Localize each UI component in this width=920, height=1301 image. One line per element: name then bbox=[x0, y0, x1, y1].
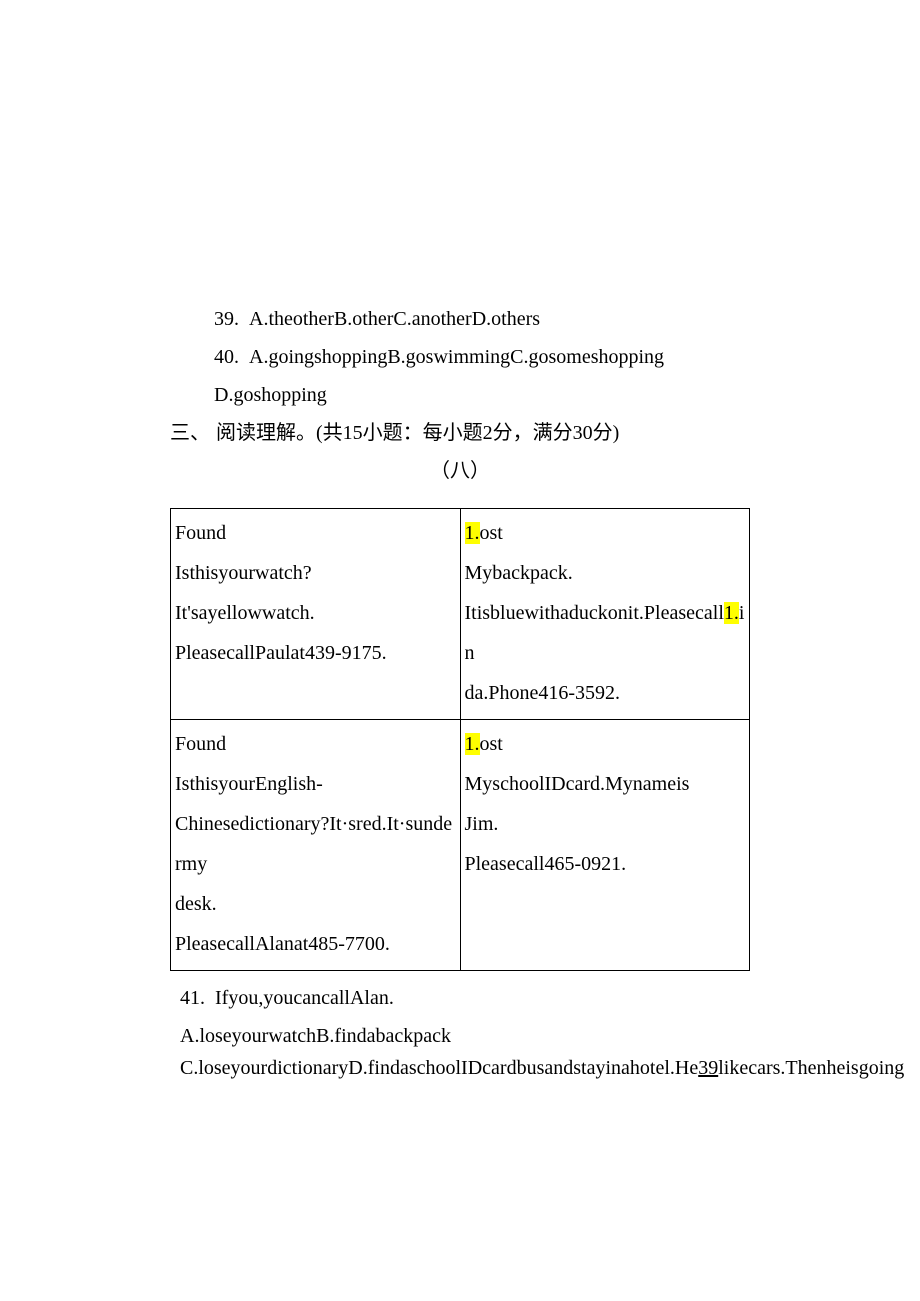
cell-found-dictionary: Found IsthisyourEnglish- Chinesedictiona… bbox=[171, 720, 461, 971]
cell-lost-backpack: 1.ost Mybackpack. Itisbluewithaduckonit.… bbox=[460, 509, 750, 720]
r2c1-l4: desk. bbox=[175, 884, 456, 924]
r2c2-l3: Jim. bbox=[465, 804, 746, 844]
q41-stem-line: 41. Ifyou,youcancallAlan. bbox=[170, 979, 750, 1017]
cell-found-watch: Found Isthisyourwatch? It'sayellowwatch.… bbox=[171, 509, 461, 720]
r1c2-l3: Itisbluewithaduckonit.Pleasecall1.in bbox=[465, 593, 746, 673]
r2c1-l1: Found bbox=[175, 724, 456, 764]
q40-options-line2: D.goshopping bbox=[214, 384, 327, 406]
highlight-2: 1. bbox=[724, 602, 739, 624]
q41-cd-b: likecars.Thenheisgoing bbox=[718, 1057, 904, 1079]
q41-stem: Ifyou,youcancallAlan. bbox=[215, 987, 394, 1009]
section-subtitle: （八） bbox=[170, 452, 750, 490]
r1c1-l3: It'sayellowwatch. bbox=[175, 593, 456, 633]
question-40-cont: D.goshopping bbox=[170, 376, 750, 414]
r1c1-l1: Found bbox=[175, 513, 456, 553]
r1c2-l4: da.Phone416-3592. bbox=[465, 673, 746, 713]
q41-options-cd: C.loseyourdictionaryD.findaschoolIDcardb… bbox=[170, 1055, 750, 1082]
r2c2-l2: MyschoolIDcard.Mynameis bbox=[465, 764, 746, 804]
r2c1-l5: PleasecallAlanat485-7700. bbox=[175, 924, 456, 964]
page: 39. A.theotherB.otherC.anotherD.others 4… bbox=[0, 0, 920, 1301]
q39-options: A.theotherB.otherC.anotherD.others bbox=[249, 308, 540, 330]
q40-options-line1: A.goingshoppingB.goswimmingC.gosomeshopp… bbox=[249, 346, 664, 368]
r2c2-l4: Pleasecall465-0921. bbox=[465, 844, 746, 884]
q41-cd-a: C.loseyourdictionaryD.findaschoolIDcardb… bbox=[180, 1057, 698, 1079]
r1c1-l2: Isthisyourwatch? bbox=[175, 553, 456, 593]
r1c1-l4: PleasecallPaulat439-9175. bbox=[175, 633, 456, 673]
q39-number: 39. bbox=[214, 308, 239, 330]
r2c1-l3: Chinesedictionary?It·sred.It·sundermy bbox=[175, 804, 456, 884]
r2c2-l1b: ost bbox=[480, 733, 503, 755]
r1c2-l1: 1.ost bbox=[465, 513, 746, 553]
q41-number: 41. bbox=[180, 987, 205, 1009]
highlight-1: 1. bbox=[465, 522, 480, 544]
q40-number: 40. bbox=[214, 346, 239, 368]
highlight-3: 1. bbox=[465, 733, 480, 755]
r2c1-l2: IsthisyourEnglish- bbox=[175, 764, 456, 804]
r1c2-l3a: Itisbluewithaduckonit.Pleasecall bbox=[465, 602, 724, 624]
r1c2-l1b: ost bbox=[480, 522, 503, 544]
r1c2-l2: Mybackpack. bbox=[465, 553, 746, 593]
question-40: 40. A.goingshoppingB.goswimmingC.gosomes… bbox=[170, 338, 750, 376]
r2c2-l1: 1.ost bbox=[465, 724, 746, 764]
lost-found-table: Found Isthisyourwatch? It'sayellowwatch.… bbox=[170, 508, 750, 971]
section-title: 阅读理解。(共15小题：每小题2分，满分30分) bbox=[216, 414, 619, 452]
q41-underline-39: 39 bbox=[698, 1057, 718, 1079]
cell-lost-id-card: 1.ost MyschoolIDcard.Mynameis Jim. Pleas… bbox=[460, 720, 750, 971]
section-number: 三、 bbox=[170, 414, 216, 452]
question-41: 41. Ifyou,youcancallAlan. A.loseyourwatc… bbox=[170, 979, 750, 1082]
question-39: 39. A.theotherB.otherC.anotherD.others bbox=[170, 300, 750, 338]
q41-options-ab: A.loseyourwatchB.findabackpack bbox=[170, 1017, 750, 1055]
section-header: 三、 阅读理解。(共15小题：每小题2分，满分30分) bbox=[170, 414, 750, 452]
